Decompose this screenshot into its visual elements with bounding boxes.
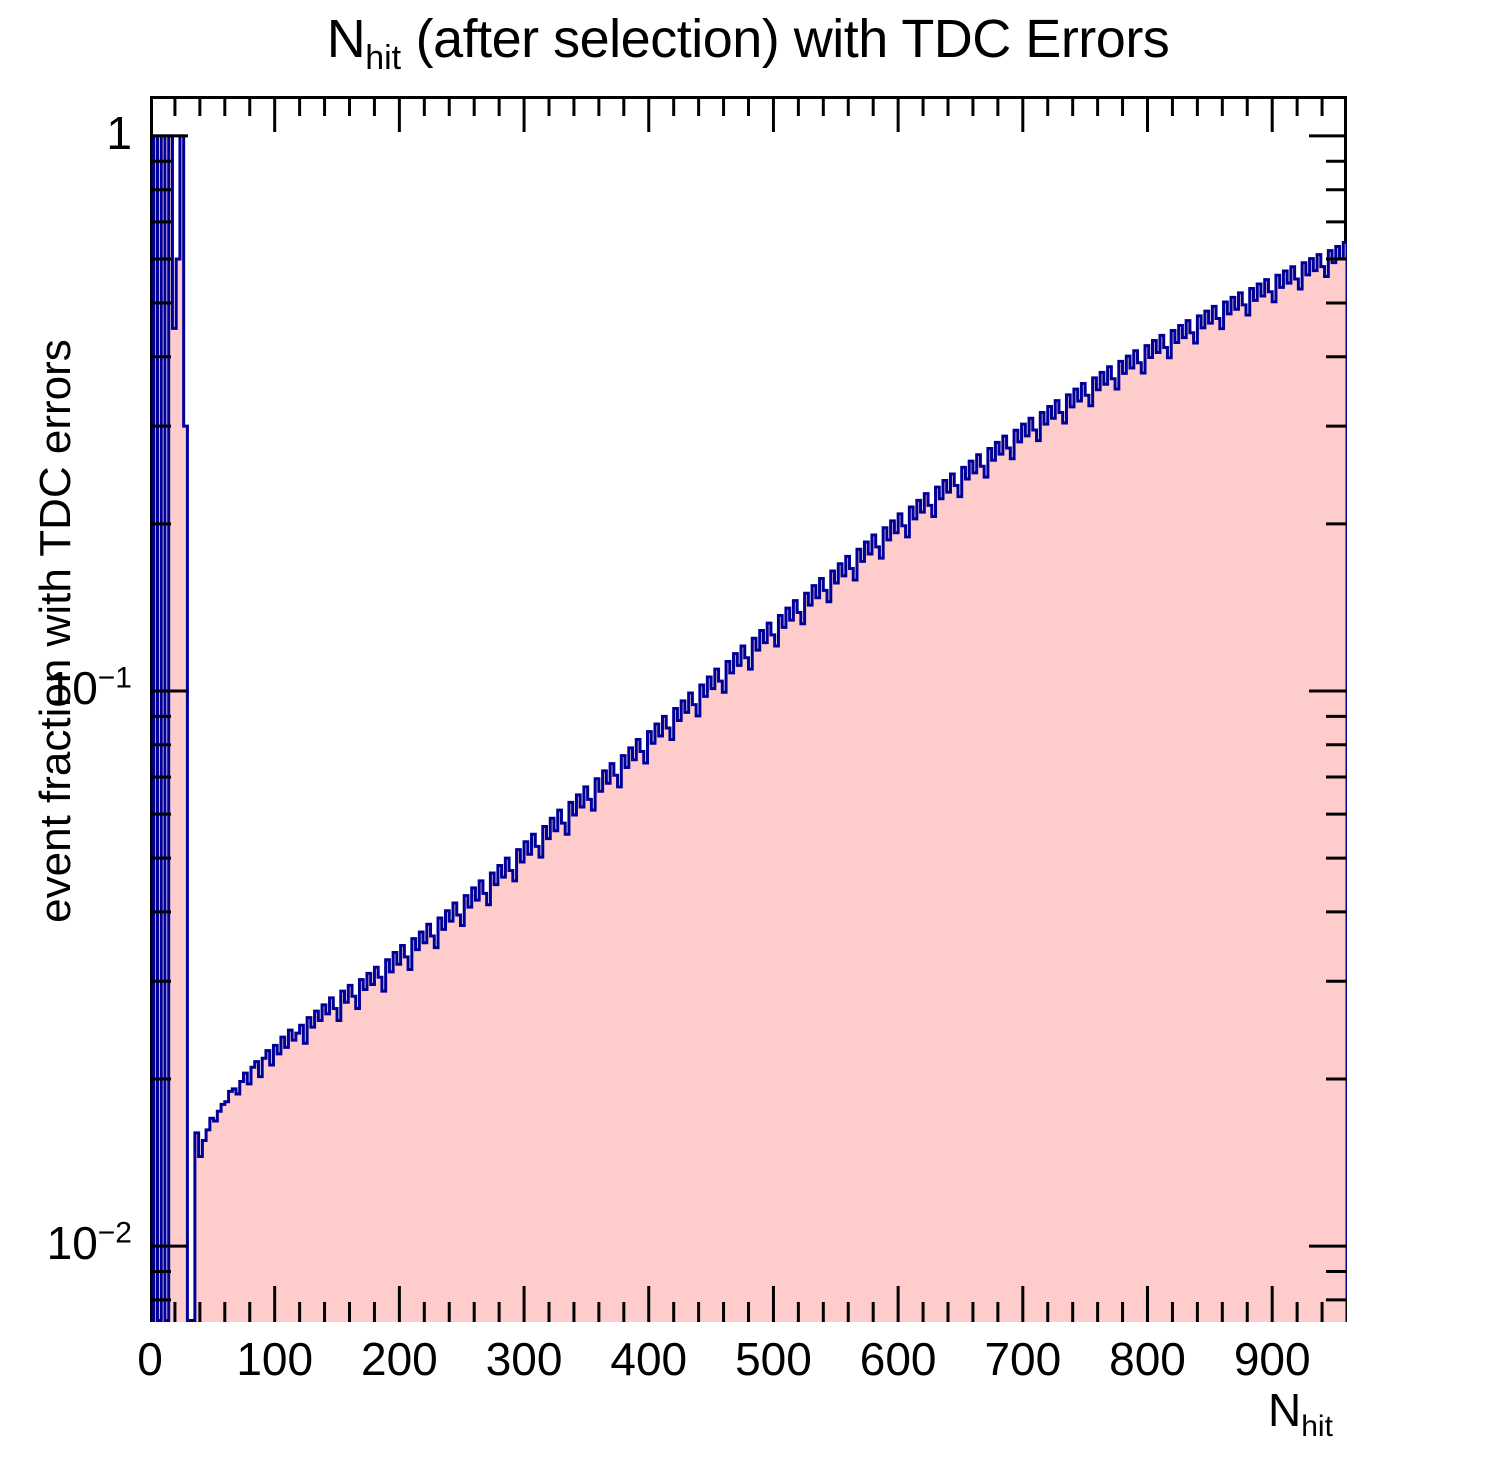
y-axis-title: event fraction with TDC errors (31, 339, 80, 923)
axis-ticks (150, 96, 1347, 1322)
y-tick-mantissa: 10 (46, 1217, 98, 1270)
page-title: Nhit (after selection) with TDC Errors (0, 8, 1496, 78)
y-tick-mantissa: 10 (46, 662, 98, 715)
histogram-outline-path (150, 134, 1347, 1322)
x-tick-label: 400 (610, 1333, 688, 1385)
x-tick-label: 800 (1109, 1333, 1186, 1385)
histogram-outline (150, 134, 1347, 1322)
x-tick-label: 700 (984, 1333, 1062, 1385)
x-tick-label: 0 (137, 1333, 163, 1385)
y-tick-label: 1 (0, 106, 132, 160)
title-main-post: (after selection) with TDC Errors (401, 9, 1170, 69)
y-tick-exponent: −2 (97, 1216, 132, 1250)
x-axis-title-pre: N (1268, 1384, 1302, 1436)
x-tick-label: 300 (485, 1333, 563, 1385)
histogram-fill (150, 135, 1347, 1322)
x-tick-label: 200 (361, 1333, 438, 1385)
y-tick-label: 10−2 (0, 1216, 132, 1270)
x-axis-title-sub: hit (1301, 1410, 1333, 1444)
x-tick-label: 500 (735, 1333, 812, 1385)
x-axis-title: Nhit (1268, 1383, 1333, 1444)
histogram-canvas (150, 96, 1347, 1322)
x-tick-label: 600 (859, 1333, 937, 1385)
histogram-fill-path (150, 135, 1347, 1322)
x-tick-label: 100 (236, 1333, 314, 1385)
x-tick-label: 900 (1233, 1333, 1311, 1385)
y-tick-exponent: −1 (97, 661, 132, 695)
title-main-sub: hit (365, 38, 402, 77)
y-tick-label: 10−1 (0, 661, 132, 715)
y-tick-mantissa: 1 (106, 106, 132, 159)
title-main-pre: N (326, 9, 366, 69)
